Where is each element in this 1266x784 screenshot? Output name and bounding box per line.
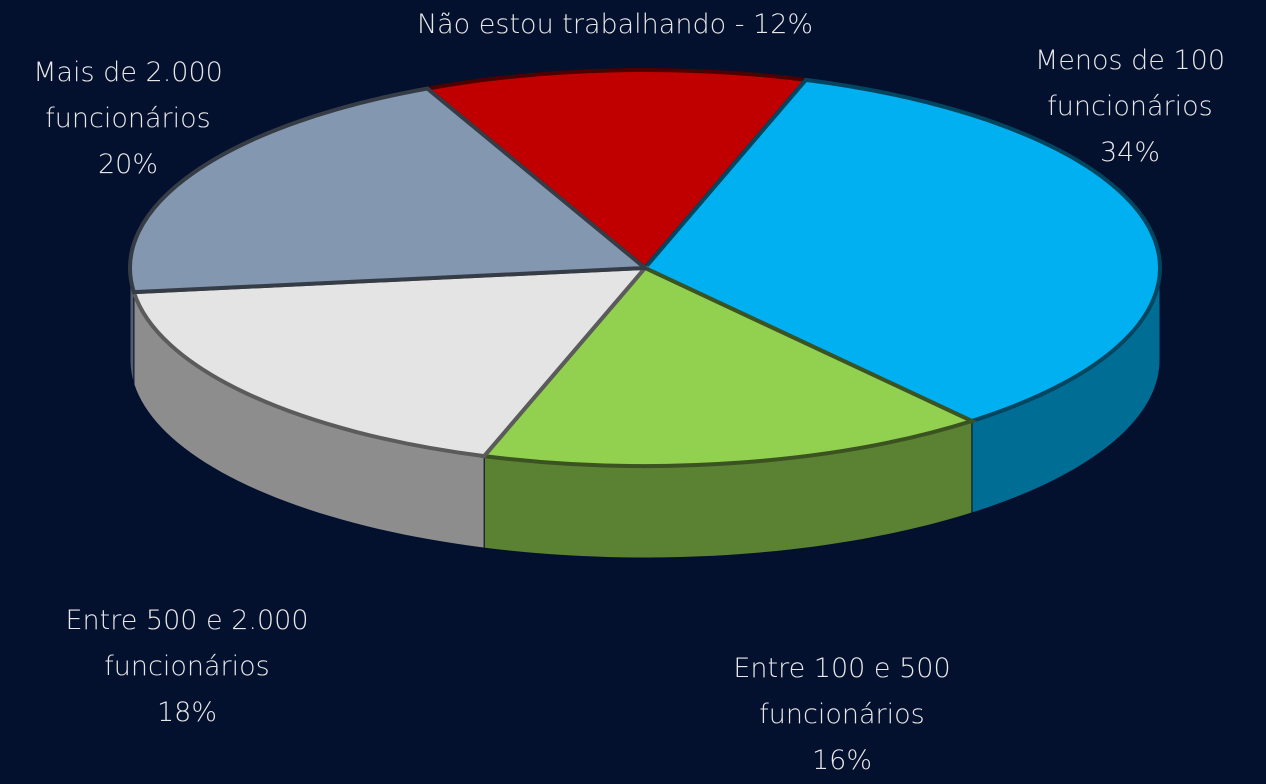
data-label: Entre 500 e 2.000 funcionários 18% [42, 598, 332, 736]
value-label: 34% [1099, 137, 1160, 168]
slice-tops [128, 68, 1162, 468]
value-label: 18% [156, 697, 217, 728]
value-label: 12% [753, 9, 814, 40]
category-label: Menos de 100 funcionários [1034, 45, 1226, 122]
slice [422, 68, 810, 271]
category-label: Entre 100 e 500 funcionários [733, 653, 951, 730]
category-label: Não estou trabalhando - [416, 9, 745, 40]
category-label: Entre 500 e 2.000 funcionários [65, 605, 309, 682]
data-label: Entre 100 e 500 funcionários 16% [712, 646, 972, 784]
slice [131, 265, 650, 459]
category-label: Mais de 2.000 funcionários [33, 57, 223, 134]
data-label: Mais de 2.000 funcionários 20% [13, 50, 243, 188]
slice [480, 265, 978, 468]
value-label: 16% [811, 745, 872, 776]
value-label: 20% [97, 149, 158, 180]
data-label: Não estou trabalhando - 12% [385, 2, 845, 48]
slice [641, 77, 1162, 424]
slice [128, 86, 651, 295]
data-label: Menos de 100 funcionários 34% [1010, 38, 1250, 176]
